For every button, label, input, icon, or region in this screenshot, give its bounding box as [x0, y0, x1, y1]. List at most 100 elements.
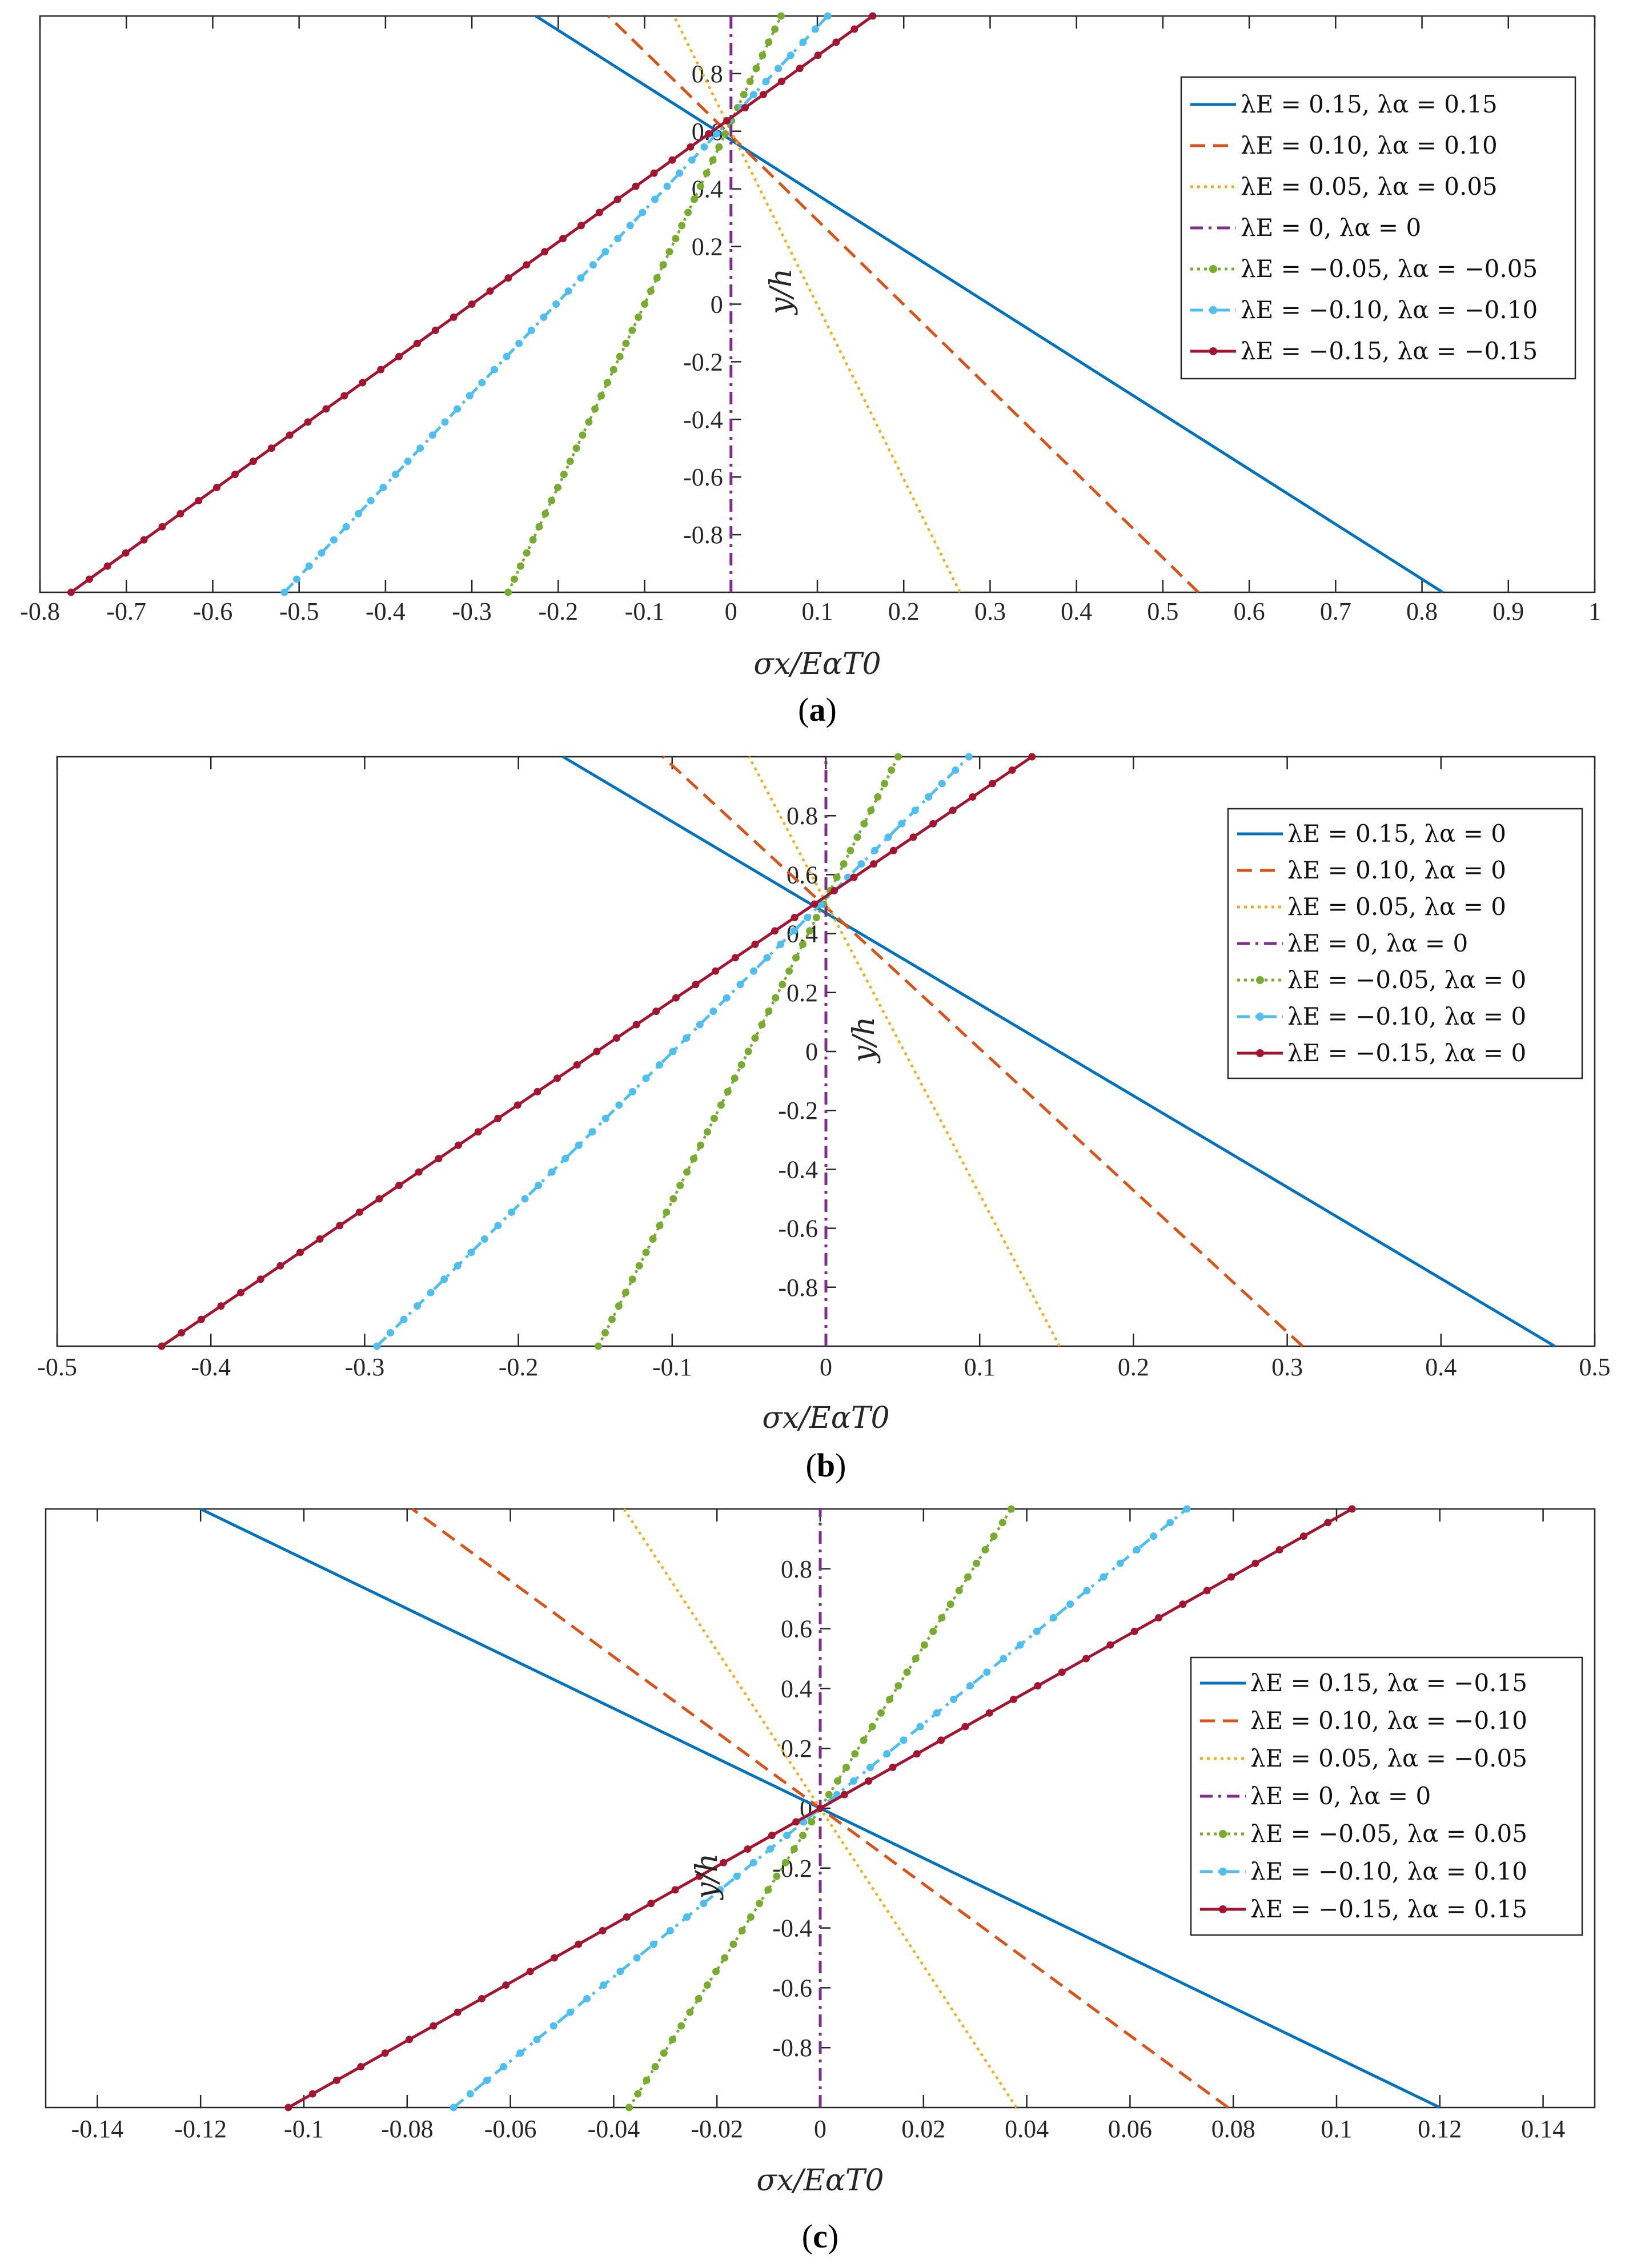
series-marker: [635, 313, 643, 321]
series-marker: [158, 1342, 166, 1350]
series-marker: [832, 38, 840, 46]
x-tick-label: 0.02: [901, 2115, 945, 2143]
series-marker: [395, 352, 403, 360]
series-marker: [454, 1141, 462, 1149]
series-marker: [998, 1519, 1006, 1527]
series-marker: [333, 2076, 341, 2084]
series-marker: [140, 536, 148, 544]
y-tick-label: -0.4: [772, 1914, 812, 1942]
series-marker: [435, 1155, 443, 1163]
series-marker: [1058, 1668, 1066, 1676]
series-marker: [731, 1074, 739, 1082]
series-marker: [787, 51, 795, 59]
y-tick-label: -0.4: [683, 406, 723, 433]
series-line: [628, 1508, 1013, 2109]
series-marker: [937, 1736, 945, 1744]
x-tick-label: -0.5: [37, 1353, 77, 1381]
series-marker: [751, 1034, 759, 1042]
series-marker: [480, 1235, 488, 1243]
series-marker: [651, 2063, 659, 2071]
x-tick-label: 0.4: [1425, 1353, 1457, 1381]
series-marker: [649, 1235, 657, 1243]
series-marker: [1066, 1600, 1074, 1608]
legend-label: λE = 0.05, λα = 0: [1287, 893, 1506, 921]
series-marker: [695, 1872, 703, 1880]
series-marker: [367, 496, 375, 504]
series-marker: [652, 1007, 660, 1015]
legend-marker: [1209, 265, 1217, 273]
y-tick-label: -0.8: [772, 2034, 812, 2062]
series-marker: [913, 1750, 921, 1758]
series-marker: [330, 536, 338, 544]
series-marker: [1010, 1695, 1018, 1703]
series-marker: [824, 12, 832, 20]
series-marker: [1106, 1641, 1114, 1649]
series-marker: [697, 1141, 705, 1149]
series-marker: [965, 753, 973, 761]
series-line: [376, 756, 970, 1347]
series-marker: [599, 1926, 607, 1934]
series-marker: [626, 222, 634, 230]
x-tick-label: -0.14: [71, 2115, 124, 2143]
caption-open: (: [802, 2218, 813, 2255]
series-marker: [792, 1818, 800, 1826]
series-marker: [703, 169, 711, 177]
series-marker: [790, 927, 798, 935]
series-marker: [1008, 766, 1016, 774]
series-line: [562, 755, 1556, 1348]
x-tick-label: -0.08: [381, 2115, 434, 2143]
series-marker: [513, 1101, 521, 1109]
series-marker: [811, 900, 818, 908]
x-tick-label: 0.08: [1211, 2115, 1255, 2143]
series-marker: [853, 833, 861, 841]
legend-label: λE = −0.15, λα = 0: [1287, 1039, 1526, 1067]
chart-panel-a: -0.8 -0.7 -0.6 -0.5 -0.4 -0.3 -0.2 -0.1 0 0.1 0.2 0…: [20, 12, 1601, 728]
series-marker: [985, 1709, 993, 1717]
series-marker: [533, 1087, 541, 1095]
series-marker: [643, 2076, 651, 2084]
x-tick-label: 0.14: [1521, 2115, 1565, 2143]
legend-entry: λE = 0.05, λα = 0.05: [1190, 172, 1498, 200]
series-marker: [874, 793, 882, 801]
series-marker: [523, 261, 531, 269]
series-marker: [559, 235, 567, 243]
series-marker: [684, 208, 692, 216]
x-tick-label: -0.02: [691, 2115, 743, 2143]
series-marker: [359, 379, 367, 387]
series-marker: [541, 248, 549, 256]
legend-label: λE = −0.10, λα = −0.10: [1241, 296, 1538, 324]
x-tick-label: -0.2: [539, 597, 579, 625]
series-5: [595, 753, 902, 1350]
series-marker: [490, 366, 498, 374]
series-marker: [413, 339, 421, 347]
series-marker: [503, 352, 511, 360]
series-marker: [952, 766, 960, 774]
series-marker: [677, 2022, 685, 2030]
series-marker: [342, 523, 350, 531]
series-marker: [729, 1940, 737, 1948]
y-tick-label: -0.6: [772, 1974, 812, 2002]
series-marker: [1155, 1614, 1163, 1622]
series-marker: [593, 1047, 601, 1055]
series-marker: [533, 2036, 541, 2044]
series-marker: [857, 860, 865, 868]
series-2: [607, 15, 1199, 593]
series-marker: [763, 954, 771, 962]
series-marker: [668, 156, 676, 164]
legend-entry: λE = 0.10, λα = 0: [1237, 856, 1506, 884]
series-marker: [468, 300, 476, 308]
series-6: [280, 12, 832, 596]
x-tick-label: 0.1: [802, 597, 833, 625]
series-marker: [869, 12, 877, 20]
legend: λE = 0.15, λα = 0.15 λE = 0.10, λα = 0.10…: [1180, 76, 1576, 380]
series-marker: [773, 1872, 781, 1880]
series-marker: [785, 967, 793, 975]
x-tick-label: -0.8: [20, 597, 60, 625]
series-marker: [510, 575, 518, 583]
series-marker: [649, 1940, 657, 1948]
x-tick-label: 0.06: [1108, 2115, 1152, 2143]
series-marker: [946, 1600, 954, 1608]
series-marker: [717, 1101, 725, 1109]
series-marker: [560, 471, 568, 479]
series-marker: [217, 1302, 225, 1310]
